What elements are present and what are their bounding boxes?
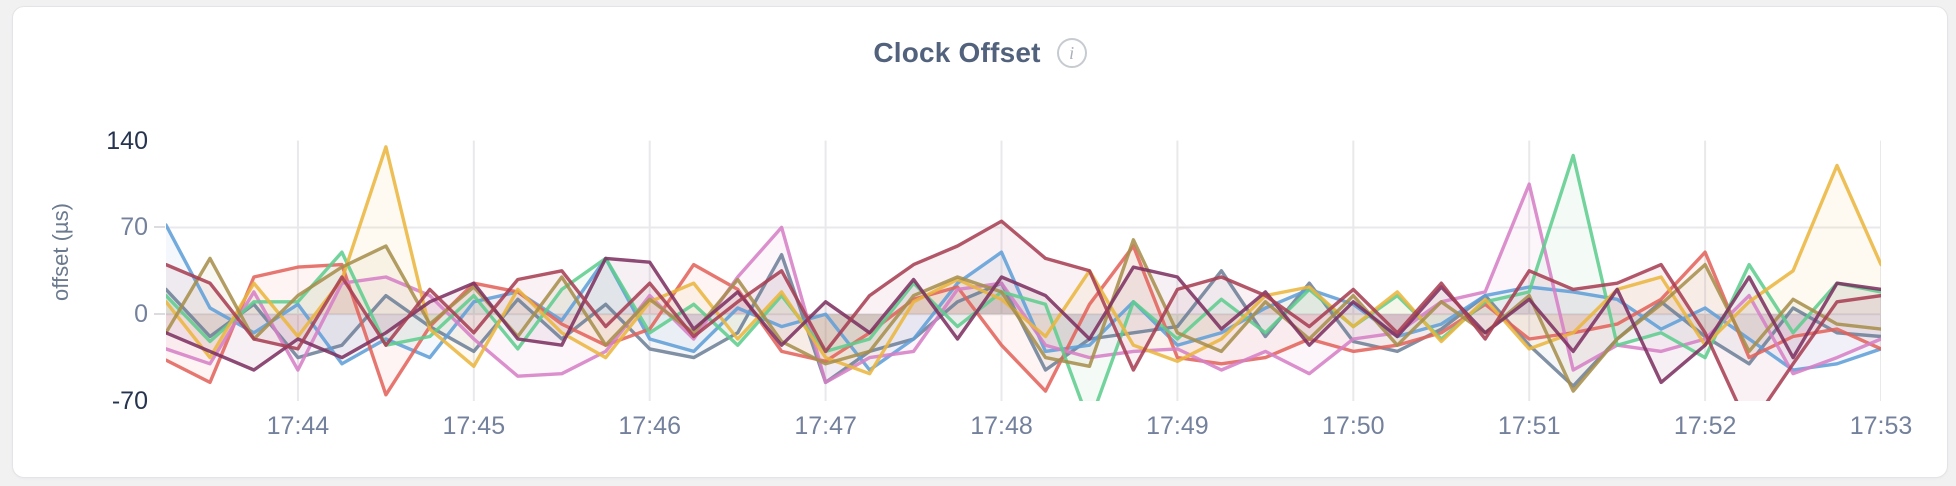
x-tick-label: 17:46 (618, 412, 681, 440)
x-tick-label: 17:51 (1497, 412, 1561, 440)
series-area-slate (166, 254, 1881, 387)
series-line-green (166, 153, 1881, 401)
info-icon[interactable]: i (1056, 38, 1087, 68)
x-tick-label: 17:48 (970, 412, 1033, 440)
series-line-maroon (166, 219, 1881, 401)
y-tick-dash (154, 226, 165, 229)
chart-svg (166, 140, 1881, 401)
series-line-olive (166, 238, 1881, 393)
clock-offset-chart (166, 101, 1881, 401)
series-line-plum (166, 256, 1881, 385)
series-area-orchid (166, 184, 1881, 383)
series-area-maroon (166, 221, 1881, 401)
x-tick-label: 17:53 (1849, 412, 1913, 440)
series-line-blue (166, 223, 1881, 372)
x-tick-label: 17:49 (1146, 412, 1209, 440)
y-tick-label: 70 (120, 213, 148, 242)
y-tick-label: 0 (134, 300, 148, 329)
x-tick-label: 17:44 (266, 412, 330, 440)
x-tick-label: 17:45 (442, 412, 506, 440)
chart-title: Clock Offset (873, 37, 1041, 68)
series-area-plum (166, 258, 1881, 383)
x-tick-label: 17:52 (1673, 412, 1737, 440)
y-tick-label: -70 (111, 387, 148, 415)
x-tick-label: 17:47 (794, 412, 857, 440)
series-line-gold (166, 145, 1881, 376)
x-tick-label: 17:50 (1322, 412, 1385, 440)
clock-offset-card: Clock Offset i offset (µs) 140 70 0 -70 17:… (12, 6, 1948, 478)
series-area-green (166, 155, 1881, 401)
y-tick-dash (154, 313, 165, 316)
series-area-coral (166, 246, 1881, 395)
y-tick-label: 140 (106, 126, 148, 155)
chart-header: Clock Offset i (13, 33, 1947, 73)
